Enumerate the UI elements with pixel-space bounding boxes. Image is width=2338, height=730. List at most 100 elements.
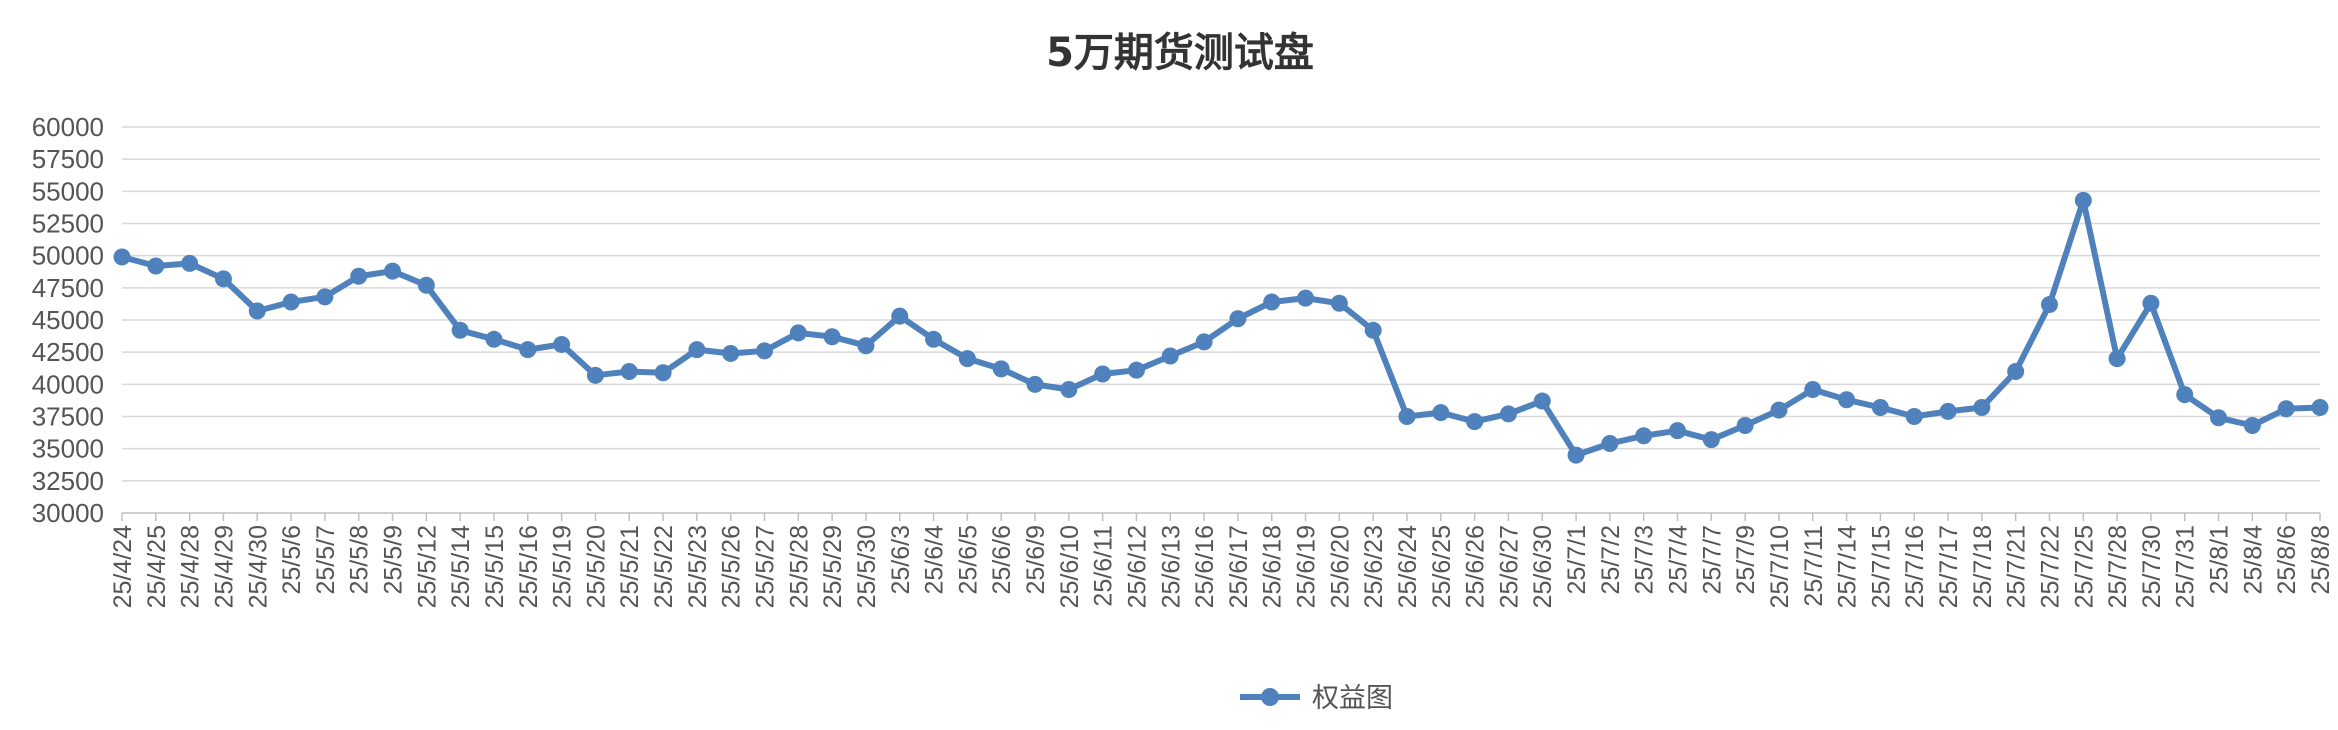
data-point	[891, 307, 909, 325]
x-tick-label: 25/7/7	[1698, 525, 1726, 595]
data-point	[789, 324, 807, 342]
legend-marker	[1261, 688, 1279, 706]
x-tick-label: 25/6/10	[1056, 525, 1084, 608]
data-point	[1195, 333, 1213, 351]
x-tick-label: 25/5/30	[853, 525, 881, 608]
data-point	[451, 321, 469, 339]
x-tick-label: 25/6/18	[1259, 525, 1287, 608]
data-point	[755, 342, 773, 360]
data-point	[2142, 294, 2160, 312]
data-point	[2176, 386, 2194, 404]
data-point	[1330, 294, 1348, 312]
x-tick-label: 25/8/4	[2239, 525, 2267, 595]
x-tick-label: 25/7/4	[1665, 525, 1693, 595]
data-point	[1770, 401, 1788, 419]
x-tick-label: 25/7/28	[2104, 525, 2132, 608]
x-tick-label: 25/4/30	[244, 525, 272, 608]
data-point	[1161, 347, 1179, 365]
data-point	[620, 362, 638, 380]
y-tick-label: 35000	[32, 434, 104, 464]
x-tick-label: 25/5/22	[650, 525, 678, 608]
x-tick-label: 25/8/6	[2273, 525, 2301, 595]
x-tick-label: 25/7/15	[1867, 525, 1895, 608]
x-tick-label: 25/7/30	[2138, 525, 2166, 608]
data-point	[2277, 400, 2295, 418]
data-point	[1499, 405, 1517, 423]
data-point	[485, 330, 503, 348]
data-point	[2007, 362, 2025, 380]
data-point	[1026, 375, 1044, 393]
data-point	[113, 248, 131, 266]
x-tick-label: 25/5/21	[616, 525, 644, 608]
data-point	[1094, 365, 1112, 383]
y-tick-label: 52500	[32, 209, 104, 239]
data-point	[958, 350, 976, 368]
y-tick-label: 37500	[32, 402, 104, 432]
y-tick-label: 50000	[32, 241, 104, 271]
data-point	[350, 267, 368, 285]
data-point	[214, 270, 232, 288]
data-point	[2108, 350, 2126, 368]
x-tick-label: 25/7/18	[1969, 525, 1997, 608]
x-tick-label: 25/6/23	[1360, 525, 1388, 608]
x-tick-label: 25/7/22	[2036, 525, 2064, 608]
data-point	[2074, 191, 2092, 209]
x-tick-label: 25/7/16	[1901, 525, 1929, 608]
data-point	[2040, 296, 2058, 314]
y-tick-label: 47500	[32, 273, 104, 303]
x-tick-label: 25/5/7	[312, 525, 340, 595]
chart-title: 5万期货测试盘	[1046, 30, 1314, 76]
data-point	[722, 344, 740, 362]
data-point	[857, 337, 875, 355]
x-tick-label: 25/5/27	[751, 525, 779, 608]
data-point	[553, 335, 571, 353]
data-point	[282, 293, 300, 311]
data-point	[1669, 422, 1687, 440]
data-point	[147, 257, 165, 275]
data-point	[1736, 417, 1754, 435]
data-point	[2311, 398, 2329, 416]
x-tick-label: 25/6/27	[1495, 525, 1523, 608]
x-tick-label: 25/7/14	[1834, 525, 1862, 609]
data-point	[1601, 435, 1619, 453]
y-tick-label: 57500	[32, 144, 104, 174]
data-point	[1432, 404, 1450, 422]
x-tick-label: 25/6/25	[1428, 525, 1456, 608]
y-tick-label: 60000	[32, 112, 104, 142]
data-point	[823, 328, 841, 346]
x-tick-label: 25/7/11	[1800, 525, 1828, 607]
x-tick-label: 25/6/13	[1157, 525, 1185, 608]
data-point	[1905, 408, 1923, 425]
data-point	[1297, 289, 1315, 307]
x-tick-label: 25/4/28	[177, 525, 205, 608]
data-point	[1060, 380, 1078, 398]
x-tick-label: 25/6/6	[988, 525, 1016, 595]
x-tick-label: 25/5/15	[481, 525, 509, 608]
x-tick-label: 25/6/11	[1090, 525, 1118, 607]
x-tick-label: 25/5/20	[582, 525, 610, 608]
x-tick-label: 25/5/14	[447, 525, 475, 609]
data-point	[316, 288, 334, 306]
data-point	[2210, 409, 2228, 427]
x-tick-label: 25/5/12	[413, 525, 441, 608]
x-tick-label: 25/7/1	[1563, 525, 1591, 595]
x-tick-label: 25/4/24	[109, 525, 137, 609]
x-tick-label: 25/6/16	[1191, 525, 1219, 608]
data-point	[1939, 402, 1957, 420]
y-tick-label: 55000	[32, 176, 104, 206]
data-point	[1127, 361, 1145, 379]
x-tick-label: 25/7/10	[1766, 525, 1794, 608]
x-axis-ticks: 25/4/24 25/4/25 25/4/28 25/4/29 25/4/30 25/5/…	[109, 513, 2335, 608]
x-tick-label: 25/7/31	[2172, 525, 2200, 608]
y-tick-label: 45000	[32, 305, 104, 335]
data-point	[2243, 417, 2261, 435]
x-tick-label: 25/6/9	[1022, 525, 1050, 595]
data-point	[1871, 398, 1889, 416]
data-point	[1973, 398, 1991, 416]
y-tick-label: 42500	[32, 337, 104, 367]
x-tick-label: 25/6/19	[1293, 525, 1321, 608]
series	[113, 191, 2329, 464]
data-point	[417, 276, 435, 294]
x-tick-label: 25/5/28	[785, 525, 813, 608]
